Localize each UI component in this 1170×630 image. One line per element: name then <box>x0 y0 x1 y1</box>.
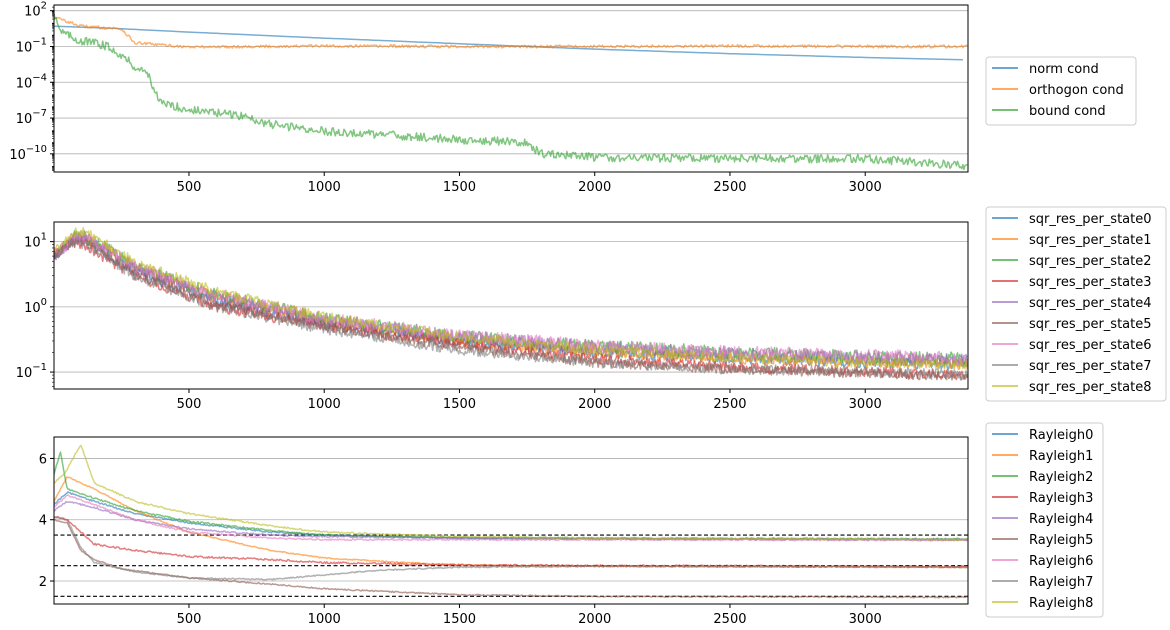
x-tick-label: 3000 <box>849 180 882 195</box>
x-tick-label: 3000 <box>849 612 882 627</box>
x-tick-label: 3000 <box>849 397 882 412</box>
y-tick-label: 102 <box>24 1 47 20</box>
legend-label: sqr_res_per_state7 <box>1029 359 1152 374</box>
x-tick-label: 1500 <box>443 180 476 195</box>
x-tick-label: 2500 <box>713 612 746 627</box>
y-tick-label: 100 <box>24 297 47 316</box>
legend-label: Rayleigh4 <box>1029 512 1093 527</box>
y-tick-label: 101 <box>24 232 47 251</box>
x-tick-label: 2000 <box>578 180 611 195</box>
legend-label: sqr_res_per_state3 <box>1029 275 1152 290</box>
y-tick-label: 10−1 <box>16 36 47 55</box>
y-tick-label: 4 <box>39 514 47 529</box>
x-tick-label: 500 <box>177 180 202 195</box>
x-tick-label: 2000 <box>578 397 611 412</box>
x-tick-label: 1500 <box>443 397 476 412</box>
legend: Rayleigh0 Rayleigh1 Rayleigh2 Rayleigh3 Rayl… <box>985 422 1104 618</box>
y-tick-label: 6 <box>39 452 47 467</box>
series-line-rayleigh8 <box>54 444 968 542</box>
y-tick-label: 10−1 <box>16 362 47 381</box>
panel-rayleigh-quotients: 500 1000 1500 2000 2500 3000642Rayleigh0Rayle… <box>39 422 1104 627</box>
y-tick-label: 10−4 <box>16 72 47 91</box>
series-line-sqr-res-per-state4 <box>54 231 968 368</box>
x-tick-label: 1000 <box>308 180 341 195</box>
series-line-rayleigh7 <box>54 516 968 581</box>
axes-frame <box>53 221 969 390</box>
series-line-sqr-res-per-state3 <box>54 238 968 381</box>
panel-boundary-conditions: 500 1000 1500 2000 2500 3000 102 10−1 10−4 10−7 10… <box>9 1 1137 195</box>
y-tick-label: 2 <box>39 575 47 590</box>
legend-label: norm cond <box>1029 62 1099 77</box>
legend-label: sqr_res_per_state6 <box>1029 338 1152 353</box>
legend-label: Rayleigh7 <box>1029 575 1093 590</box>
x-tick-label: 2500 <box>713 180 746 195</box>
legend-label: Rayleigh3 <box>1029 491 1093 506</box>
y-tick-label: 10−7 <box>16 108 47 127</box>
x-tick-label: 1000 <box>308 397 341 412</box>
x-tick-label: 2500 <box>713 397 746 412</box>
axes-frame <box>53 436 969 605</box>
legend-label: Rayleigh6 <box>1029 554 1093 569</box>
legend-label: sqr_res_per_state2 <box>1029 254 1152 269</box>
legend: norm cond orthogon cond bound cond <box>985 56 1137 126</box>
legend-box <box>985 422 1104 618</box>
legend-label: bound cond <box>1029 104 1106 119</box>
legend-label: orthogon cond <box>1029 83 1124 98</box>
x-tick-label: 1500 <box>443 612 476 627</box>
legend-label: Rayleigh8 <box>1029 596 1093 611</box>
series-line-sqr-res-per-state7 <box>54 237 968 381</box>
legend-box <box>985 206 1167 402</box>
legend-label: sqr_res_per_state0 <box>1029 212 1152 227</box>
x-tick-label: 500 <box>177 397 202 412</box>
legend-label: sqr_res_per_state5 <box>1029 317 1152 332</box>
legend-label: sqr_res_per_state4 <box>1029 296 1152 311</box>
x-tick-label: 2000 <box>578 612 611 627</box>
y-tick-label: 10−10 <box>9 144 47 163</box>
panel-squared-residuals: 500 1000 1500 2000 2500 3000 101 100 10−1 sqr_res… <box>16 206 1167 412</box>
legend-label: Rayleigh5 <box>1029 533 1093 548</box>
series-line-sqr-res-per-state8 <box>54 227 968 370</box>
legend-label: Rayleigh0 <box>1029 428 1093 443</box>
legend-label: sqr_res_per_state8 <box>1029 380 1152 395</box>
series-line-rayleigh6 <box>54 494 968 542</box>
x-tick-label: 500 <box>177 612 202 627</box>
series-line-orthogon-cond <box>54 16 968 49</box>
legend: sqr_res_per_state0 sqr_res_per_state1 sqr_… <box>985 206 1167 402</box>
series-line-bound-cond <box>54 13 968 171</box>
legend-label: Rayleigh2 <box>1029 470 1093 485</box>
x-tick-label: 1000 <box>308 612 341 627</box>
legend-box <box>985 56 1137 126</box>
legend-label: sqr_res_per_state1 <box>1029 233 1152 248</box>
legend-label: Rayleigh1 <box>1029 449 1093 464</box>
